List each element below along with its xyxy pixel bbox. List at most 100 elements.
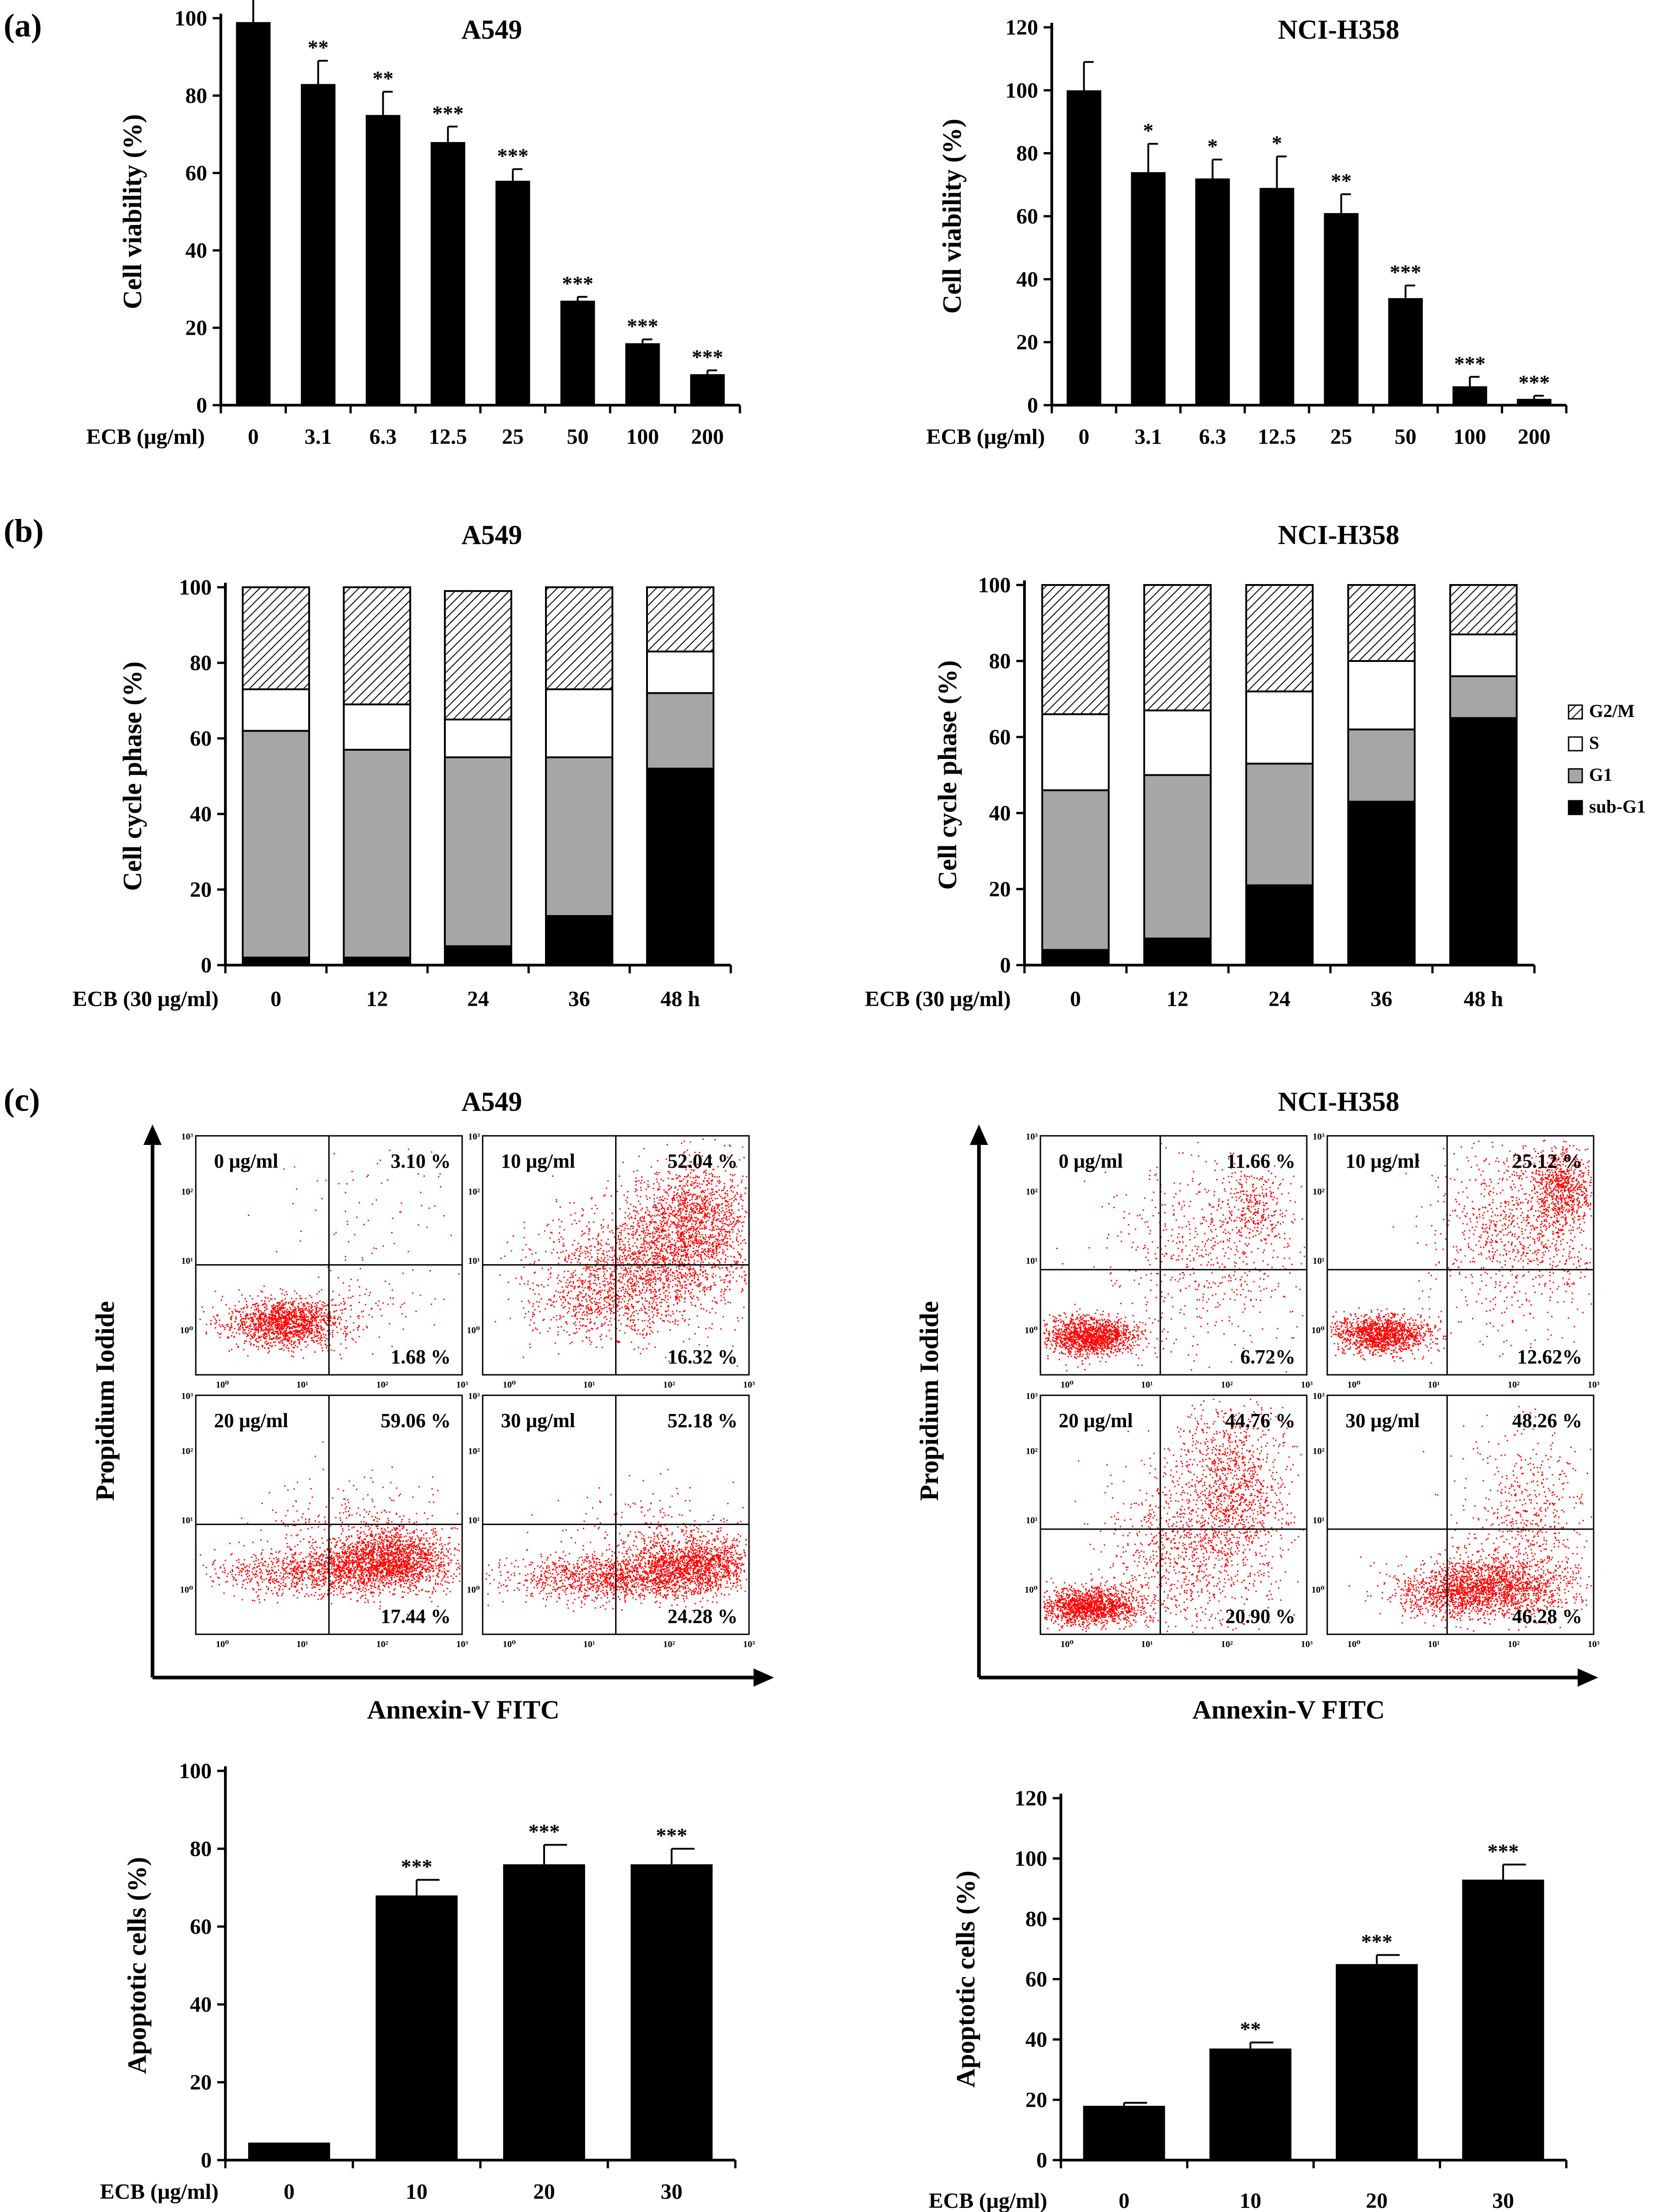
facs-dot [652, 1303, 653, 1305]
facs-dot [689, 1276, 691, 1278]
facs-dot [737, 1221, 739, 1223]
facs-dot [601, 1245, 603, 1246]
x-tick-label: 0 [1079, 425, 1090, 449]
facs-dot [312, 1339, 314, 1341]
facs-dot [694, 1333, 696, 1335]
facs-dot [315, 1316, 316, 1318]
facs-dot [690, 1284, 692, 1286]
facs-dot [679, 1311, 681, 1312]
facs-dot [666, 1301, 667, 1303]
facs-dot [302, 1316, 304, 1318]
facs-dot [675, 1225, 677, 1226]
facs-dot [303, 1325, 305, 1327]
bar [625, 343, 660, 405]
facs-dot [263, 1321, 265, 1322]
facs-dot [661, 1205, 663, 1207]
facs-dot [712, 1194, 713, 1195]
facs-dot [691, 1280, 693, 1282]
facs-dot [694, 1217, 696, 1219]
facs-dot [716, 1255, 718, 1256]
facs-dot [284, 1335, 285, 1337]
facs-dot [297, 1310, 299, 1312]
legend-swatch-g2-m [1568, 704, 1583, 720]
facs-dot [732, 1217, 734, 1219]
facs-dot [737, 1241, 739, 1242]
facs-dot [556, 1315, 558, 1317]
facs-dot [714, 1265, 716, 1267]
facs-dot [269, 1336, 271, 1338]
facs-dot [587, 1329, 589, 1331]
facs-dot [698, 1232, 700, 1234]
facs-dot [535, 1327, 536, 1329]
facs-dot [670, 1248, 672, 1250]
facs-dot [734, 1256, 735, 1258]
facs-dot [643, 1306, 645, 1307]
facs-dot [376, 1199, 377, 1201]
facs-dot [628, 1307, 630, 1309]
facs-dot [651, 1240, 652, 1241]
facs-dot [281, 1310, 283, 1312]
facs-dot [308, 1306, 310, 1307]
facs-dot [720, 1160, 722, 1162]
facs-dot [628, 1288, 630, 1290]
facs-dot [690, 1272, 692, 1274]
facs-dot [703, 1227, 705, 1229]
facs-dot [694, 1272, 696, 1274]
facs-dot [630, 1271, 632, 1272]
facs-dot [579, 1250, 581, 1252]
facs-dot [698, 1221, 700, 1223]
facs-dot [582, 1284, 584, 1286]
facs-dot [622, 1161, 624, 1163]
facs-dot [704, 1177, 706, 1179]
facs-dot [276, 1328, 278, 1330]
facs-dot [310, 1318, 312, 1320]
facs-dot [272, 1322, 274, 1324]
facs-dot [714, 1176, 716, 1178]
facs-dot [633, 1171, 635, 1173]
facs-dot [291, 1350, 293, 1352]
facs-dot [720, 1229, 722, 1231]
facs-dot [305, 1318, 306, 1320]
facs-dot [274, 1316, 275, 1318]
facs-dot [342, 1332, 344, 1334]
y-axis-title: Cell cycle phase (%) [117, 661, 147, 891]
facs-dot [372, 1203, 373, 1205]
facs-dot [655, 1222, 657, 1224]
facs-dot [690, 1240, 692, 1242]
facs-dot [720, 1300, 722, 1302]
facs-dot [703, 1190, 704, 1192]
facs-dot [723, 1238, 725, 1240]
facs-dot [649, 1285, 651, 1287]
y-tick-label: 0 [201, 953, 212, 977]
facs-dot [673, 1255, 675, 1257]
facs-dot [331, 1322, 333, 1323]
facs-dot [689, 1211, 691, 1213]
facs-dot [693, 1274, 695, 1276]
facs-dot [550, 1231, 552, 1233]
facs-dot [327, 1339, 329, 1341]
facs-dot [264, 1342, 266, 1344]
facs-dot [699, 1224, 701, 1226]
facs-dot [284, 1312, 285, 1314]
facs-dot [678, 1226, 680, 1228]
facs-dot [576, 1222, 577, 1224]
facs-dot [664, 1222, 666, 1224]
facs-dot [662, 1200, 663, 1201]
facs-dot [721, 1204, 723, 1205]
facs-dot [322, 1318, 324, 1320]
facs-dot [745, 1274, 747, 1276]
facs-dot [617, 1305, 619, 1307]
facs-dot [627, 1263, 629, 1265]
facs-dot [611, 1230, 613, 1231]
facs-dot [669, 1260, 671, 1261]
facs-dot [274, 1298, 276, 1300]
facs-dot [567, 1284, 569, 1286]
facs-dot [651, 1275, 652, 1276]
legend-label: sub-G1 [1589, 796, 1646, 817]
facs-dot [571, 1341, 573, 1343]
facs-dot [675, 1284, 677, 1286]
facs-dot [704, 1216, 706, 1218]
facs-dot [689, 1220, 691, 1222]
facs-dot [239, 1325, 241, 1327]
facs-dot [627, 1271, 628, 1272]
